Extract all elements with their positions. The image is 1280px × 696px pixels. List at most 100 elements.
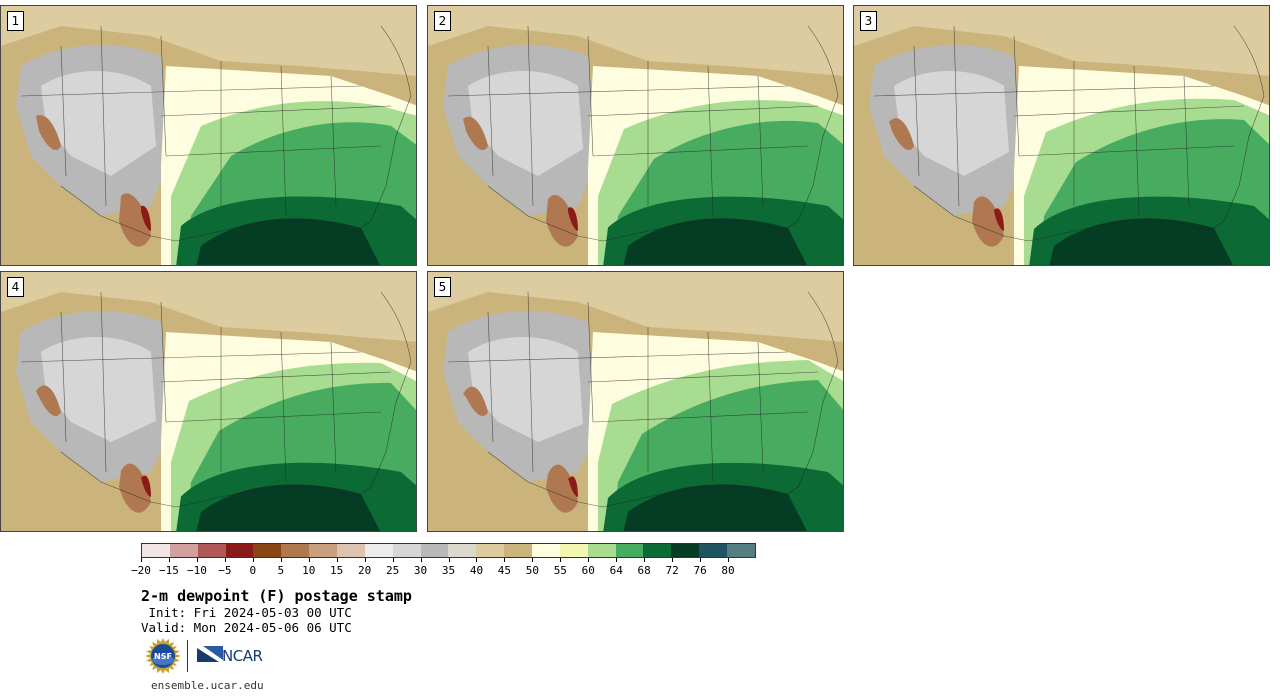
colorbar-tick-label: 60 [581, 564, 595, 577]
colorbar-tick-label: 72 [665, 564, 679, 577]
panel-number-label: 1 [7, 11, 24, 31]
init-time: Init: Fri 2024-05-03 00 UTC [141, 605, 352, 620]
colorbar-swatch [448, 544, 477, 557]
map-boundary-line [587, 301, 594, 423]
colorbar-tick-label: −15 [159, 564, 179, 577]
map-boundary-line [587, 35, 594, 157]
map-boundary-line [757, 341, 764, 473]
dewpoint-map-3 [854, 6, 1269, 265]
map-boundary-line [953, 25, 960, 207]
map-boundary-line [1013, 35, 1020, 157]
colorbar-tick-label: 5 [277, 564, 285, 577]
map-boundary-line [100, 25, 107, 207]
map-region-great-basin [468, 71, 583, 176]
map-dry-area [463, 116, 488, 151]
map-region-gulf-core [196, 218, 380, 265]
colorbar-tick [252, 558, 254, 562]
map-boundary-line [592, 145, 809, 157]
colorbar-tick [448, 558, 450, 562]
map-dry-area [889, 118, 914, 151]
colorbar-tick-label: 55 [553, 564, 567, 577]
colorbar-tick-label: 50 [525, 564, 539, 577]
dewpoint-map-2 [428, 6, 843, 265]
colorbar-swatch [643, 544, 672, 557]
figure-title: 2-m dewpoint (F) postage stamp [141, 587, 412, 605]
colorbar-tick [308, 558, 310, 562]
nsf-logo-text: NSF [154, 652, 172, 661]
map-boundary-line [1013, 105, 1245, 117]
colorbar-tick-label: 40 [469, 564, 484, 577]
map-boundary-line [587, 371, 819, 383]
map-boundary-line [60, 311, 67, 443]
map-boundary-line [487, 311, 494, 443]
map-boundary-line [20, 85, 362, 97]
colorbar-tick [420, 558, 422, 562]
colorbar-tick [616, 558, 618, 562]
colorbar-tick [560, 558, 562, 562]
map-boundary-line [447, 351, 789, 363]
map-boundary-line [873, 85, 1215, 97]
stamp-panel-2: 2 [427, 5, 844, 266]
map-boundary-line [20, 351, 362, 363]
colorbar-tick-label: 80 [721, 564, 735, 577]
colorbar-swatch [281, 544, 310, 557]
map-boundary-line [60, 185, 357, 242]
map-boundary-line [1133, 65, 1140, 217]
stamp-panel-3: 3 [853, 5, 1270, 266]
map-boundary-line [1208, 25, 1265, 232]
map-dry-area [141, 205, 151, 231]
colorbar-tick [504, 558, 506, 562]
colorbar-swatch [309, 544, 338, 557]
colorbar-tick [392, 558, 394, 562]
map-region-north [428, 6, 843, 76]
panel-number-label: 5 [434, 277, 451, 297]
map-region-great-basin [894, 71, 1009, 176]
valid-time: Valid: Mon 2024-05-06 06 UTC [141, 620, 352, 635]
colorbar-tick [196, 558, 198, 562]
colorbar-tick-label: 35 [441, 564, 456, 577]
stamp-panel-5: 5 [427, 271, 844, 532]
map-boundary-line [913, 45, 920, 177]
map-boundary-line [355, 291, 412, 498]
colorbar-swatch [225, 544, 254, 557]
map-boundary-line [447, 85, 789, 97]
map-boundary-line [165, 411, 382, 423]
map-boundary-line [160, 35, 167, 157]
colorbar-tick [644, 558, 646, 562]
colorbar-ticks: −20 −15 −10 −5 0 5 10 15 20 25 30 35 40 45 50 55 60 64 68 7… [131, 558, 756, 580]
map-boundary-line [160, 105, 392, 117]
map-boundary-line [782, 25, 839, 232]
colorbar-swatch [671, 544, 700, 557]
map-dry-area [972, 196, 1004, 247]
colorbar-tick-label: 15 [330, 564, 344, 577]
colorbar-tick-label: 45 [497, 564, 512, 577]
colorbar-tick-label: 10 [302, 564, 316, 577]
stamp-panel-4: 4 [0, 271, 417, 532]
map-dry-area [36, 115, 61, 151]
colorbar-tick [728, 558, 730, 562]
colorbar-swatch [476, 544, 505, 557]
map-dry-area [119, 463, 151, 513]
map-region-gulf-core [1049, 218, 1233, 265]
map-dry-area [546, 464, 578, 513]
colorbar-tick [700, 558, 702, 562]
colorbar-tick [672, 558, 674, 562]
colorbar-tick-label: 68 [637, 564, 651, 577]
map-region-gulf-core [623, 218, 807, 265]
panel-number-label: 4 [7, 277, 24, 297]
map-dry-area [568, 207, 578, 231]
map-boundary-line [487, 185, 784, 242]
colorbar-swatch [169, 544, 198, 557]
colorbar-swatch [392, 544, 421, 557]
ncar-logo-text: NCAR [222, 647, 263, 665]
map-dry-area [546, 194, 578, 247]
map-boundary-line [160, 301, 167, 423]
map-boundary-line [707, 65, 714, 217]
colorbar-swatch [197, 544, 226, 557]
dewpoint-map-5 [428, 272, 843, 531]
nsf-logo-icon: NSF [145, 638, 181, 674]
map-boundary-line [487, 45, 494, 177]
colorbar-tick-label: 0 [249, 564, 257, 577]
map-region-gulf-core [623, 484, 807, 531]
map-region-great-basin [41, 71, 156, 176]
